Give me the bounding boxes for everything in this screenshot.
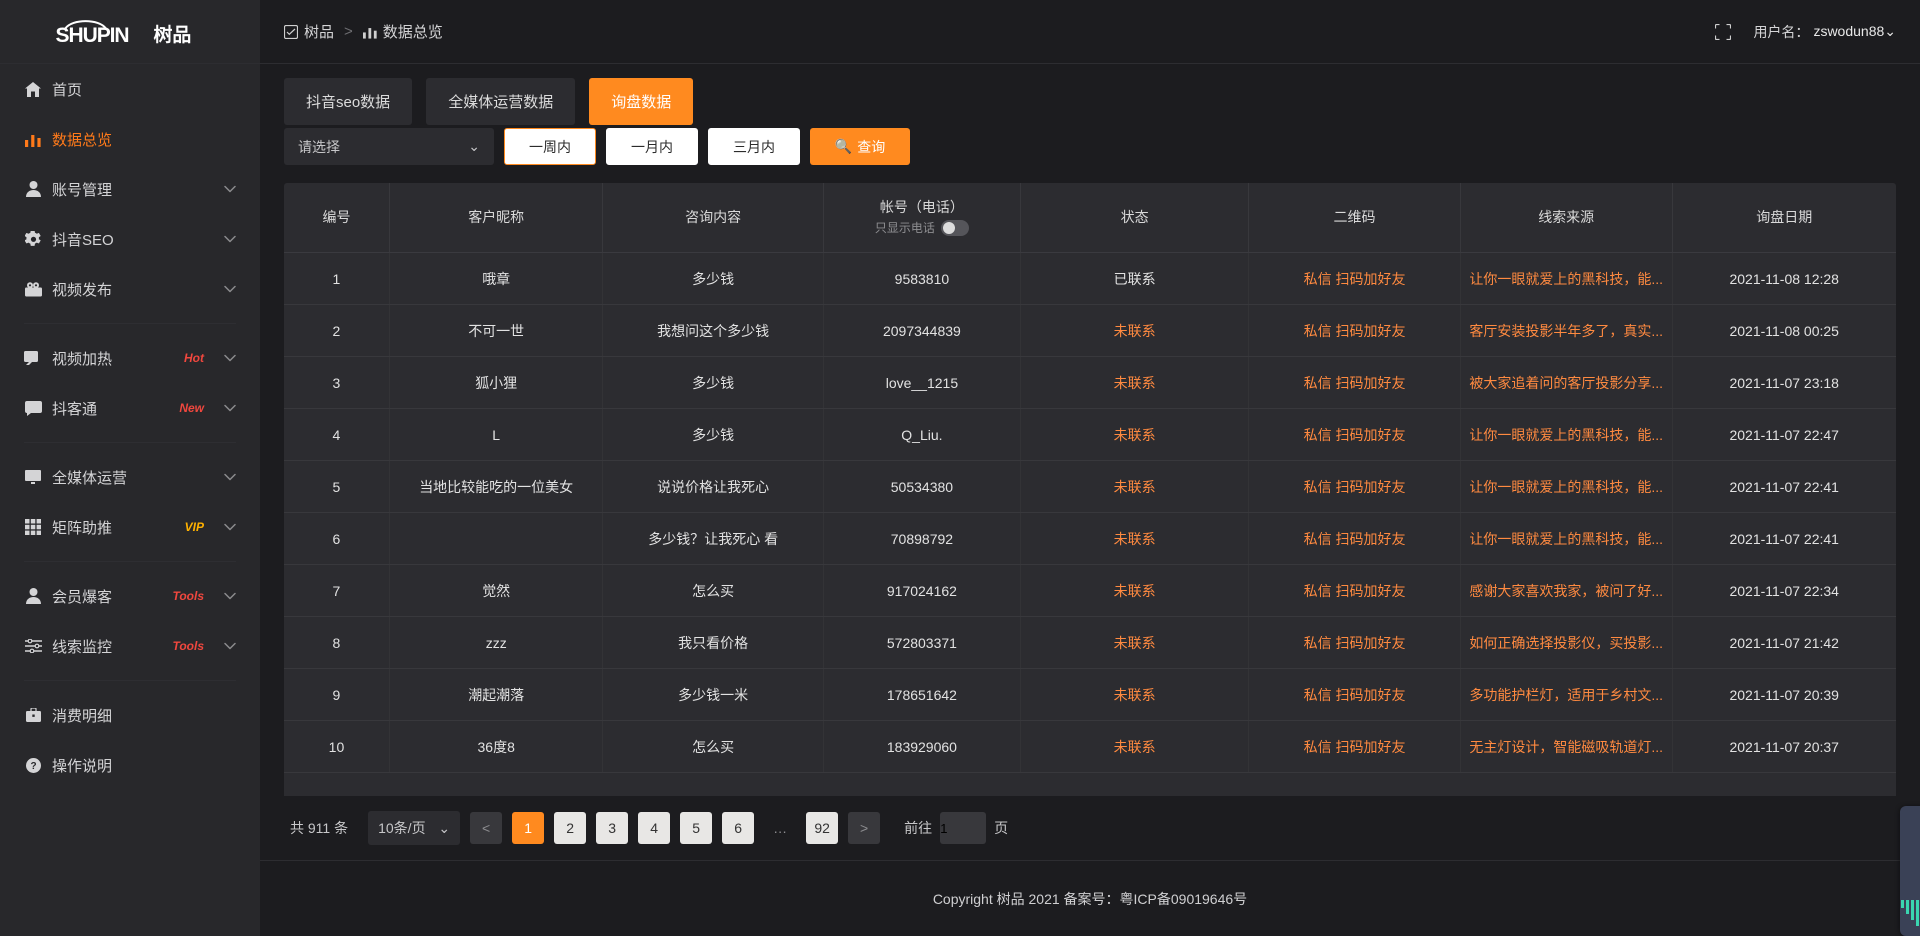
svg-text:?: ? — [30, 761, 36, 772]
svg-text:树品: 树品 — [154, 23, 192, 46]
svg-text:SHUPIN: SHUPIN — [56, 23, 129, 45]
